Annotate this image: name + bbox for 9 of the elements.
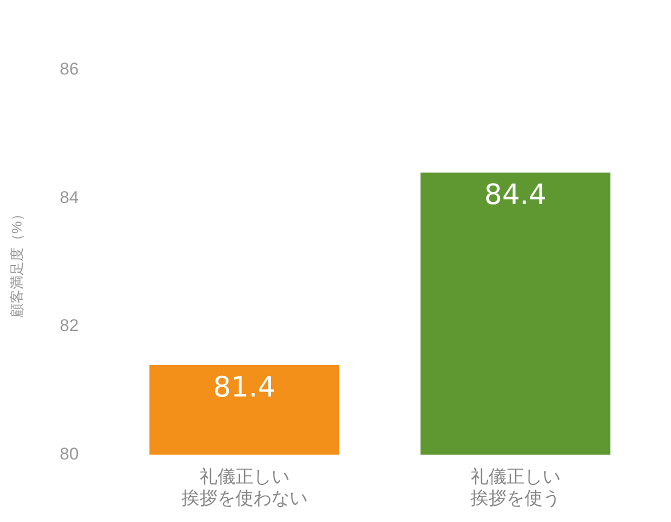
y-tick-label: 80 xyxy=(60,444,79,464)
data-label: 84.4 xyxy=(484,178,547,211)
data-label: 81.4 xyxy=(213,370,276,404)
y-tick-label: 84 xyxy=(60,188,79,207)
y-axis-title: 顧客満足度（%） xyxy=(8,207,24,318)
x-tick-label: 礼儀正しい挨拶を使わない xyxy=(181,466,308,508)
y-tick-label: 82 xyxy=(60,316,79,336)
x-tick-label: 礼儀正しい挨拶を使う xyxy=(470,466,560,508)
y-tick-label: 86 xyxy=(60,60,79,79)
